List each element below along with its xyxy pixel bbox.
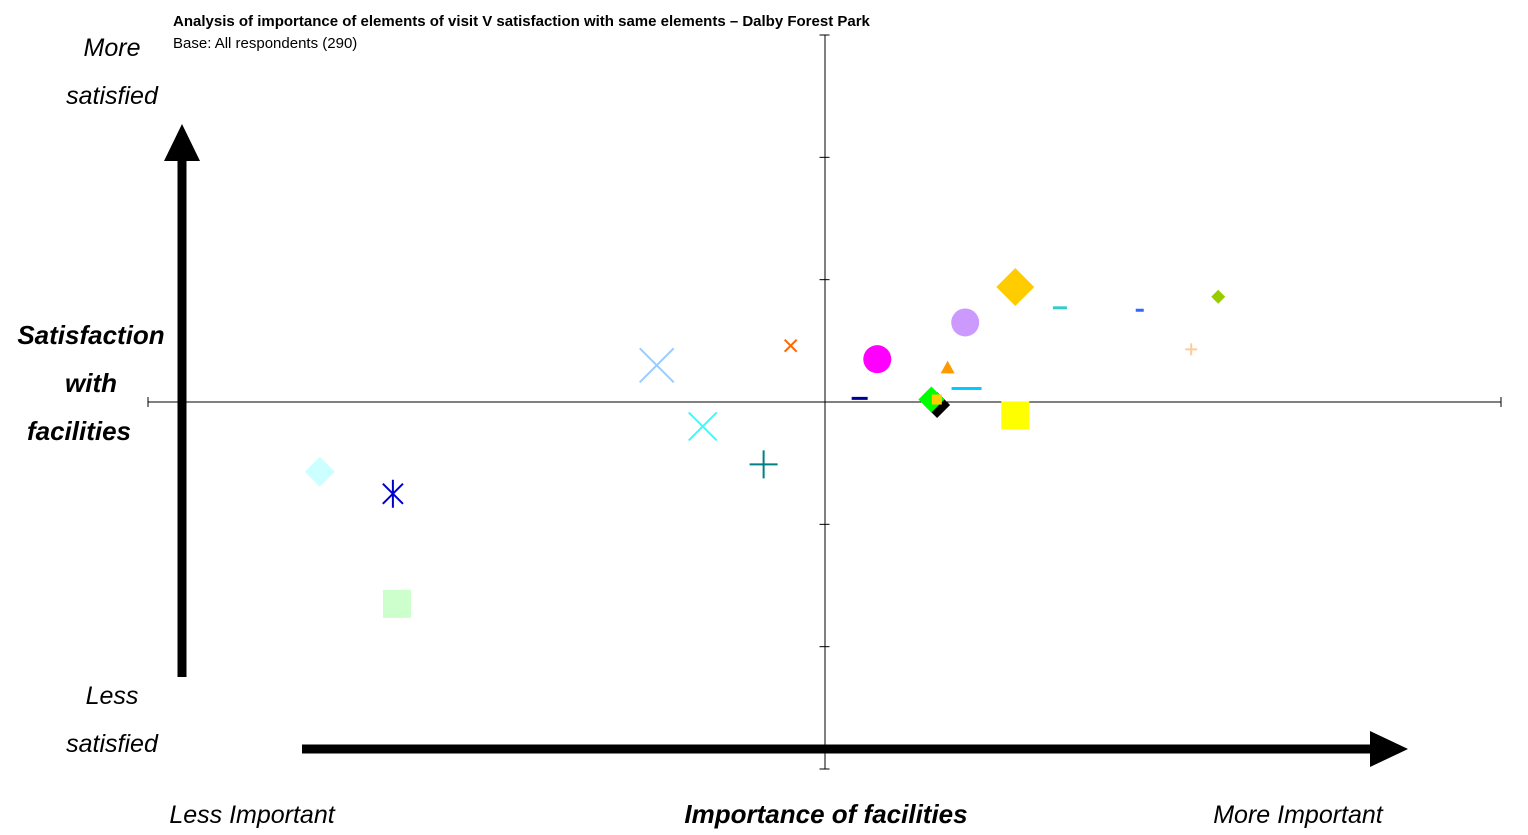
data-point-plus [1185, 343, 1198, 356]
y-low-label-1: Less [86, 682, 139, 710]
axis-ticks [147, 34, 1502, 770]
data-point-square [382, 589, 411, 618]
y-direction-arrow [164, 124, 200, 677]
data-point-diamond [996, 268, 1035, 307]
data-point-square [1001, 401, 1030, 430]
data-point-triangle [940, 360, 955, 374]
y-high-label-2: satisfied [66, 82, 159, 110]
data-point-diamond [1211, 289, 1226, 304]
x-low-label: Less Important [169, 801, 335, 829]
data-point-diamond [918, 386, 945, 413]
data-point-asterisk [382, 479, 404, 508]
y-axis-title-1: Satisfaction [17, 320, 164, 350]
y-low-label-2: satisfied [66, 730, 159, 758]
x-axis-title: Importance of facilities [684, 799, 967, 829]
data-point-diamond [304, 456, 335, 487]
data-point-square [931, 394, 942, 405]
data-point-plus [749, 450, 778, 479]
data-point-x [688, 411, 718, 442]
y-high-label-1: More [84, 34, 141, 62]
data-point-circle [863, 345, 892, 374]
x-direction-arrow [302, 731, 1408, 767]
y-axis-title-3: facilities [27, 416, 131, 446]
data-point-x [639, 347, 675, 384]
y-axis-title-2: with [65, 368, 117, 398]
data-point-x [783, 339, 798, 353]
x-high-label: More Important [1213, 801, 1384, 829]
data-point-circle [951, 308, 980, 337]
data-points [304, 268, 1226, 618]
chart-title: Analysis of importance of elements of vi… [173, 13, 871, 30]
chart-subtitle: Base: All respondents (290) [173, 35, 357, 52]
